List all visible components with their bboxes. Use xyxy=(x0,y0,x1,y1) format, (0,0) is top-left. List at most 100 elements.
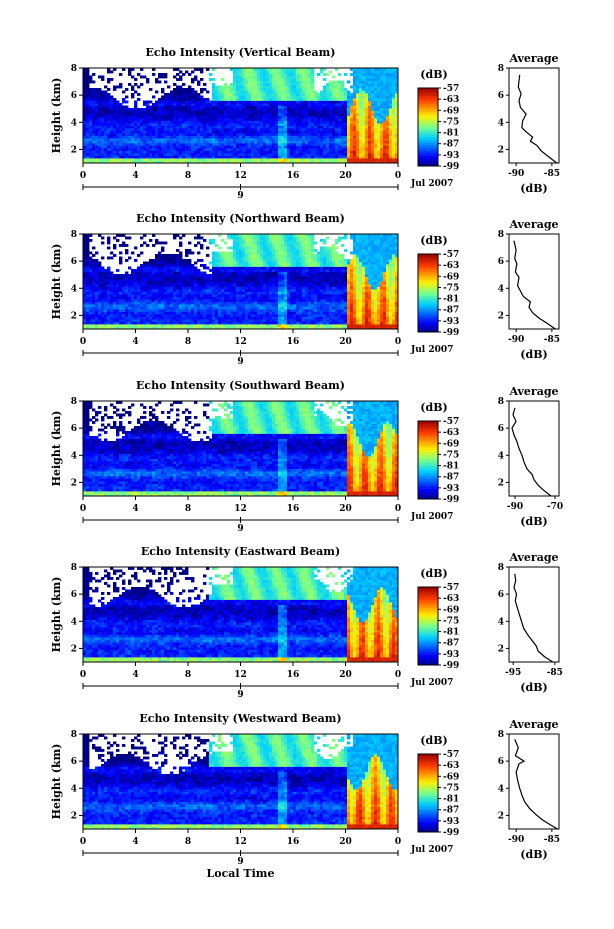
heatmap-cell xyxy=(257,113,261,116)
heatmap-cell xyxy=(299,138,303,141)
heatmap-cell xyxy=(164,135,168,139)
heatmap-cell xyxy=(221,294,225,297)
heatmap-cell xyxy=(359,115,363,119)
heatmap-cell xyxy=(113,299,117,302)
colorbar-tick-label: -57 xyxy=(443,84,459,94)
heatmap-cell xyxy=(359,140,363,144)
heatmap-cell xyxy=(326,105,330,109)
heatmap-cell xyxy=(395,125,399,129)
heatmap-cell xyxy=(110,301,114,305)
heatmap-cell xyxy=(83,306,87,310)
heatmap-cell xyxy=(95,128,99,131)
heatmap-cell xyxy=(374,153,378,156)
heatmap-cell xyxy=(368,100,372,104)
heatmap-cell xyxy=(107,241,111,245)
heatmap-cell xyxy=(218,110,222,114)
heatmap-cell xyxy=(212,118,216,121)
heatmap-cell xyxy=(293,70,297,74)
heatmap-cell xyxy=(113,301,117,305)
heatmap-cell xyxy=(155,80,159,84)
heatmap-cell xyxy=(197,279,201,282)
heatmap-cell xyxy=(368,138,372,141)
heatmap-cell xyxy=(119,326,123,330)
heatmap-cell xyxy=(305,153,309,156)
heatmap-cell xyxy=(236,95,240,99)
heatmap-cell xyxy=(308,140,312,144)
heatmap-cell xyxy=(242,108,246,111)
heatmap-cell xyxy=(101,140,105,144)
heatmap-cell xyxy=(368,120,372,124)
heatmap-cell xyxy=(392,93,396,96)
heatmap-cell xyxy=(164,73,168,76)
heatmap-cell xyxy=(203,279,207,282)
heatmap-cell xyxy=(155,261,159,265)
heatmap-cell xyxy=(98,276,102,280)
heatmap-cell xyxy=(113,321,117,325)
heatmap-cell xyxy=(272,110,276,114)
heatmap-cell xyxy=(353,135,357,139)
heatmap-cell xyxy=(359,145,363,149)
heatmap-cell xyxy=(251,130,255,134)
heatmap-cell xyxy=(368,108,372,111)
heatmap-cell xyxy=(137,125,141,129)
heatmap-cell xyxy=(389,80,393,84)
heatmap-cell xyxy=(203,324,207,327)
heatmap-cell xyxy=(293,75,297,79)
heatmap-cell xyxy=(200,301,204,305)
heatmap-cell xyxy=(215,251,219,255)
heatmap-cell xyxy=(107,105,111,109)
heatmap-cell xyxy=(311,105,315,109)
heatmap-cell xyxy=(206,254,210,257)
heatmap-cell xyxy=(296,110,300,114)
heatmap-cell xyxy=(269,133,273,136)
heatmap-cell xyxy=(212,261,216,265)
heatmap-cell xyxy=(155,103,159,106)
heatmap-cell xyxy=(377,88,381,91)
heatmap-cell xyxy=(200,294,204,297)
heatmap-cell xyxy=(92,301,96,305)
heatmap-cell xyxy=(368,83,372,86)
heatmap-cell xyxy=(98,281,102,285)
heatmap-cell xyxy=(107,321,111,325)
heatmap-cell xyxy=(182,103,186,106)
heatmap-cell xyxy=(221,150,225,154)
heatmap-cell xyxy=(197,103,201,106)
heatmap-cell xyxy=(296,83,300,86)
heatmap-cell xyxy=(155,319,159,322)
heatmap-cell xyxy=(275,78,279,81)
heatmap-cell xyxy=(158,259,162,262)
heatmap-cell xyxy=(149,135,153,139)
heatmap-cell xyxy=(179,105,183,109)
heatmap-cell xyxy=(200,279,204,282)
heatmap-cell xyxy=(110,256,114,260)
heatmap-cell xyxy=(347,133,351,136)
heatmap-cell xyxy=(83,85,87,89)
heatmap-cell xyxy=(86,281,90,285)
heatmap-cell xyxy=(155,239,159,242)
heatmap-cell xyxy=(275,100,279,104)
heatmap-cell xyxy=(368,88,372,91)
heatmap-cell xyxy=(107,256,111,260)
heatmap-cell xyxy=(263,138,267,141)
heatmap-cell xyxy=(176,311,180,315)
heatmap-cell xyxy=(86,279,90,282)
heatmap-cell xyxy=(86,78,90,81)
heatmap-cell xyxy=(257,83,261,86)
heatmap-cell xyxy=(317,158,321,161)
heatmap-cell xyxy=(299,120,303,124)
heatmap-cell xyxy=(335,123,339,126)
heatmap-cell xyxy=(218,301,222,305)
heatmap-cell xyxy=(164,128,168,131)
heatmap-cell xyxy=(278,105,282,109)
heatmap-cell xyxy=(143,309,147,312)
heatmap-cell xyxy=(251,158,255,161)
heatmap-cell xyxy=(323,135,327,139)
heatmap-cell xyxy=(335,103,339,106)
heatmap-cell xyxy=(185,266,189,270)
colorbar-frame xyxy=(417,87,439,167)
heatmap-cell xyxy=(335,110,339,114)
heatmap-cell xyxy=(170,100,174,104)
heatmap-cell xyxy=(245,78,249,81)
heatmap-cell xyxy=(140,284,144,287)
heatmap-cell xyxy=(191,271,195,275)
